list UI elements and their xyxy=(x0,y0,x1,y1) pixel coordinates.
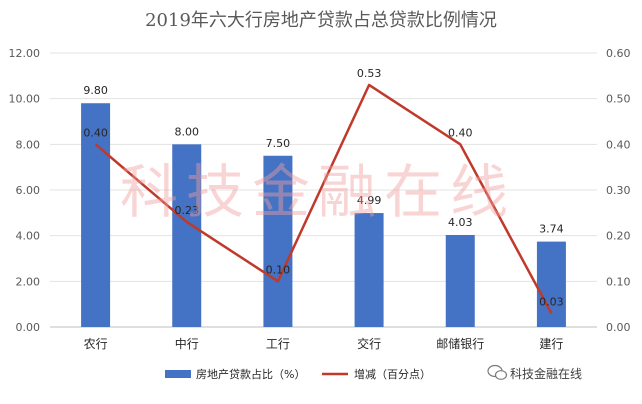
bar-value-label: 7.50 xyxy=(266,137,291,150)
y-right-tick-label: 0.40 xyxy=(606,138,631,151)
bar xyxy=(445,234,475,327)
watermark-text: 科技金融在线 xyxy=(120,158,516,226)
category-label: 农行 xyxy=(84,337,108,351)
y-axis-right: 0.00 0.10 0.20 0.30 0.40 0.50 0.60 xyxy=(606,47,631,334)
y-left-tick-label: 12.00 xyxy=(9,47,41,60)
y-left-tick-label: 0.00 xyxy=(16,321,41,334)
y-right-tick-label: 0.60 xyxy=(606,47,631,60)
bar xyxy=(263,155,293,327)
bar xyxy=(354,213,384,327)
category-label: 建行 xyxy=(539,337,563,351)
wechat-icon xyxy=(487,364,508,380)
line-value-label: 0.10 xyxy=(266,263,291,276)
bar-value-label: 9.80 xyxy=(83,84,108,97)
line-value-label: 0.40 xyxy=(448,126,473,139)
y-right-tick-label: 0.20 xyxy=(606,230,631,243)
y-left-tick-label: 4.00 xyxy=(16,230,41,243)
y-right-tick-label: 0.10 xyxy=(606,275,631,288)
legend-bar-label: 房地产贷款占比（%） xyxy=(196,367,305,381)
source-badge: 科技金融在线 xyxy=(487,364,582,381)
bar-value-label: 8.00 xyxy=(175,125,200,138)
bar-series xyxy=(81,103,566,327)
chart-legend: 房地产贷款占比（%） 增减（百分点） xyxy=(165,367,431,381)
category-label: 工行 xyxy=(266,337,290,351)
category-label: 中行 xyxy=(175,336,199,351)
line-value-label: 0.03 xyxy=(539,295,564,308)
y-left-tick-label: 6.00 xyxy=(16,184,41,197)
line-value-label: 0.53 xyxy=(357,67,382,80)
bar-value-label: 4.03 xyxy=(448,216,473,229)
y-left-tick-label: 2.00 xyxy=(16,275,41,288)
chart-title: 2019年六大行房地产贷款占总贷款比例情况 xyxy=(145,10,497,31)
line-series xyxy=(94,83,553,314)
line-value-label: 0.40 xyxy=(83,126,108,139)
line-value-label: 0.23 xyxy=(175,204,200,217)
y-right-tick-label: 0.30 xyxy=(606,184,631,197)
bar xyxy=(172,144,202,327)
grid-layer xyxy=(50,52,597,328)
y-right-tick-label: 0.00 xyxy=(606,321,631,334)
source-name: 科技金融在线 xyxy=(510,366,582,381)
bar xyxy=(536,241,566,327)
bar-value-label: 3.74 xyxy=(539,223,564,236)
legend-bar-swatch xyxy=(165,370,191,378)
line-path xyxy=(94,83,553,314)
bar-value-label: 4.99 xyxy=(357,194,382,207)
legend-line-label: 增减（百分点） xyxy=(354,367,431,381)
y-axis-left: 0.00 2.00 4.00 6.00 8.00 10.00 12.00 xyxy=(9,47,41,334)
data-labels: 9.80 8.00 7.50 4.99 4.03 3.74 0.40 0.23 0.10 0.53… xyxy=(83,67,563,308)
y-left-tick-label: 8.00 xyxy=(16,138,41,151)
category-labels: 农行 中行 工行 交行 邮储银行 建行 xyxy=(84,336,564,351)
y-right-tick-label: 0.50 xyxy=(606,93,631,106)
bar xyxy=(81,103,111,327)
y-left-tick-label: 10.00 xyxy=(9,93,41,106)
category-label: 交行 xyxy=(357,336,381,351)
category-label: 邮储银行 xyxy=(436,336,484,351)
